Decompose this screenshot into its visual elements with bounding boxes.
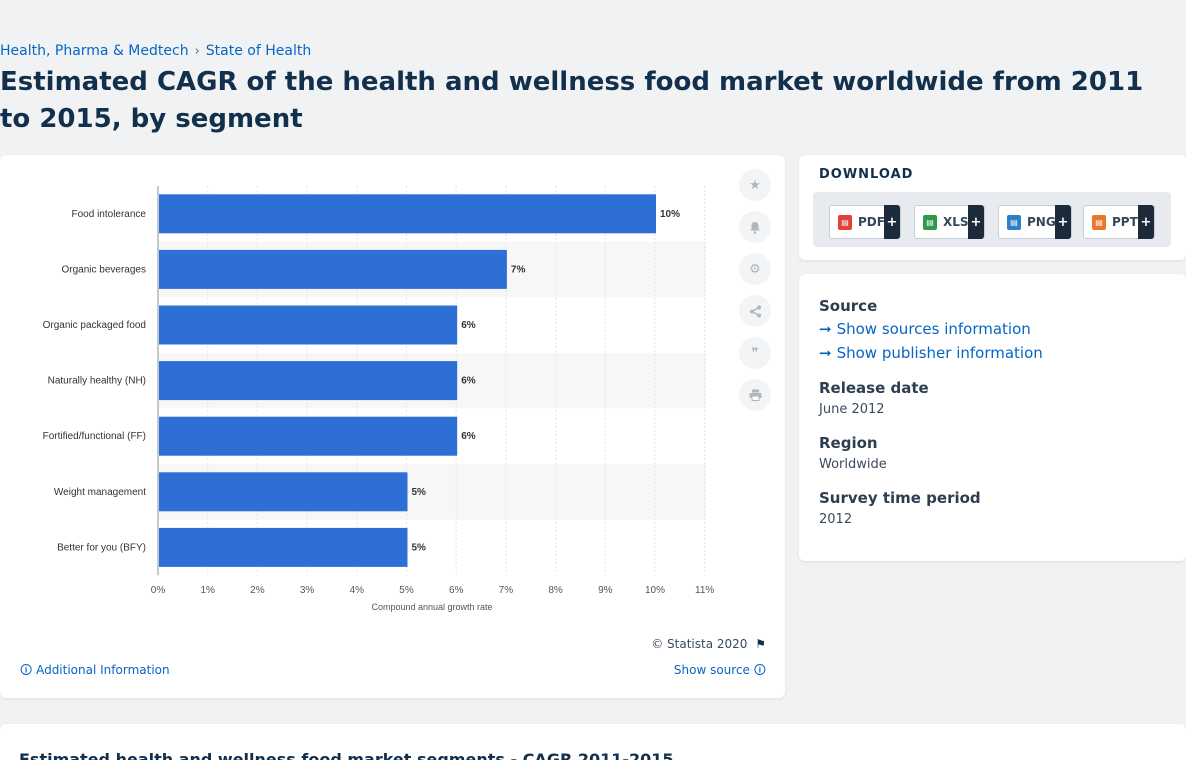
- x-tick-label: 5%: [399, 585, 414, 596]
- breadcrumb-separator: ›: [194, 43, 200, 59]
- download-pdf-button[interactable]: ▤ PDF +: [829, 205, 901, 239]
- value-label: 6%: [461, 320, 476, 331]
- bar: [159, 416, 458, 456]
- arrow-right-icon: ➞: [819, 344, 832, 362]
- info-icon: 🛈: [20, 663, 33, 677]
- gear-icon[interactable]: ⚙: [739, 253, 771, 285]
- x-tick-label: 2%: [250, 585, 265, 596]
- survey-period-value: 2012: [819, 512, 853, 527]
- bell-icon[interactable]: [739, 211, 771, 243]
- download-ppt-button[interactable]: ▤ PPT +: [1083, 205, 1155, 239]
- plus-icon[interactable]: +: [1138, 205, 1154, 239]
- xls-file-icon: ▤: [923, 214, 937, 230]
- value-label: 10%: [660, 209, 680, 220]
- region-heading: Region: [819, 434, 878, 452]
- top-bar: [0, 0, 1186, 36]
- related-statistic-title[interactable]: Estimated health and wellness food marke…: [19, 750, 674, 760]
- additional-information-link[interactable]: 🛈 Additional Information: [20, 663, 170, 677]
- bar: [159, 472, 408, 512]
- x-tick-label: 10%: [645, 585, 665, 596]
- chart-card: Food intolerance 10% Organic beverages 7% Or…: [0, 155, 785, 698]
- category-label: Weight management: [54, 487, 146, 498]
- survey-period-heading: Survey time period: [819, 489, 981, 507]
- category-label: Better for you (BFY): [57, 542, 146, 553]
- x-tick-label: 8%: [548, 585, 563, 596]
- value-label: 5%: [412, 542, 427, 553]
- value-label: 6%: [461, 376, 476, 387]
- show-source-link[interactable]: Show source 🛈: [673, 663, 766, 677]
- print-icon[interactable]: [739, 379, 771, 411]
- x-tick-label: 11%: [695, 585, 714, 596]
- bar: [159, 361, 458, 401]
- source-card: Source ➞ Show sources information ➞ Show…: [799, 274, 1186, 561]
- bar: [159, 194, 656, 234]
- show-sources-link[interactable]: ➞ Show sources information: [819, 320, 1031, 338]
- download-xls-button[interactable]: ▤ XLS +: [914, 205, 985, 239]
- release-date-heading: Release date: [819, 379, 929, 397]
- x-axis-title: Compound annual growth rate: [371, 602, 492, 612]
- bar: [159, 305, 458, 345]
- star-icon[interactable]: ★: [739, 169, 771, 201]
- bar-chart: Food intolerance 10% Organic beverages 7% Or…: [43, 186, 714, 612]
- download-png-button[interactable]: ▤ PNG +: [998, 205, 1072, 239]
- value-label: 5%: [412, 487, 427, 498]
- region-value: Worldwide: [819, 457, 887, 472]
- breadcrumb-link-state-of-health[interactable]: State of Health: [205, 43, 312, 59]
- download-card: DOWNLOAD ▤ PDF + ▤ XLS + ▤ PNG + ▤ PPT +: [799, 155, 1186, 260]
- x-tick-label: 9%: [598, 585, 613, 596]
- download-title: DOWNLOAD: [819, 167, 914, 182]
- show-publisher-link[interactable]: ➞ Show publisher information: [819, 344, 1043, 362]
- x-tick-label: 1%: [200, 585, 215, 596]
- source-heading: Source: [819, 297, 878, 315]
- share-icon[interactable]: [739, 295, 771, 327]
- value-label: 6%: [461, 431, 476, 442]
- x-tick-label: 0%: [151, 585, 166, 596]
- release-date-value: June 2012: [819, 402, 885, 417]
- plus-icon[interactable]: +: [884, 205, 900, 239]
- x-tick-label: 7%: [499, 585, 514, 596]
- plus-icon[interactable]: +: [1055, 205, 1071, 239]
- pdf-file-icon: ▤: [838, 214, 852, 230]
- x-tick-label: 3%: [300, 585, 315, 596]
- x-tick-label: 6%: [449, 585, 464, 596]
- value-label: 7%: [511, 264, 526, 275]
- copyright-notice: © Statista 2020 ⚑: [651, 637, 766, 651]
- bar: [159, 527, 408, 567]
- png-file-icon: ▤: [1007, 214, 1021, 230]
- quote-icon[interactable]: ❞: [739, 337, 771, 369]
- chart-toolbar: ★ ⚙ ❞: [739, 169, 771, 421]
- flag-icon[interactable]: ⚑: [755, 637, 766, 651]
- arrow-right-icon: ➞: [819, 320, 832, 338]
- plus-icon[interactable]: +: [968, 205, 984, 239]
- related-statistic-card: Estimated health and wellness food marke…: [0, 724, 1186, 760]
- category-label: Food intolerance: [72, 209, 147, 220]
- breadcrumb: Health, Pharma & Medtech › State of Heal…: [0, 43, 311, 59]
- x-tick-label: 4%: [350, 585, 365, 596]
- category-label: Fortified/functional (FF): [43, 431, 146, 442]
- category-label: Organic beverages: [62, 264, 147, 275]
- ppt-file-icon: ▤: [1092, 214, 1106, 230]
- download-buttons: ▤ PDF + ▤ XLS + ▤ PNG + ▤ PPT +: [813, 192, 1171, 247]
- bar: [159, 249, 507, 289]
- breadcrumb-link-health[interactable]: Health, Pharma & Medtech: [0, 43, 189, 59]
- category-label: Organic packaged food: [43, 320, 146, 331]
- info-icon: 🛈: [753, 663, 766, 677]
- category-label: Naturally healthy (NH): [48, 376, 146, 387]
- page-title: Estimated CAGR of the health and wellnes…: [0, 67, 1144, 134]
